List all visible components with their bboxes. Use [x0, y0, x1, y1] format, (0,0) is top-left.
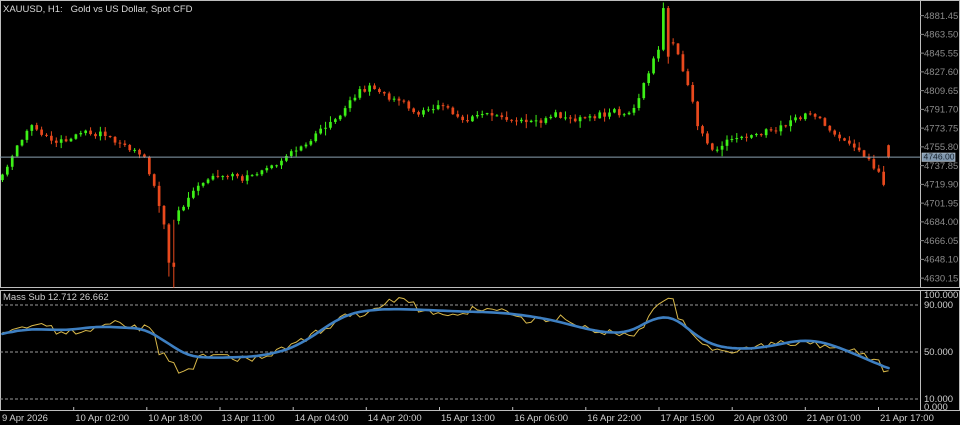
- svg-text:4791.70: 4791.70: [924, 105, 958, 116]
- svg-text:4881.45: 4881.45: [924, 11, 958, 22]
- svg-text:90.000: 90.000: [924, 300, 953, 311]
- svg-text:4845.55: 4845.55: [924, 48, 958, 59]
- svg-text:4684.00: 4684.00: [924, 217, 958, 228]
- svg-text:4737.85: 4737.85: [924, 161, 958, 172]
- svg-text:0.000: 0.000: [924, 402, 948, 413]
- svg-text:4648.10: 4648.10: [924, 255, 958, 266]
- svg-text:14 Apr 04:00: 14 Apr 04:00: [295, 413, 349, 424]
- svg-text:50.000: 50.000: [924, 347, 953, 358]
- svg-text:13 Apr 11:00: 13 Apr 11:00: [222, 413, 275, 424]
- svg-text:21 Apr 17:00: 21 Apr 17:00: [880, 413, 934, 424]
- svg-text:15 Apr 13:00: 15 Apr 13:00: [441, 413, 495, 424]
- svg-text:17 Apr 15:00: 17 Apr 15:00: [661, 413, 715, 424]
- svg-text:14 Apr 20:00: 14 Apr 20:00: [368, 413, 422, 424]
- svg-text:4630.15: 4630.15: [924, 273, 958, 284]
- svg-text:4809.65: 4809.65: [924, 86, 958, 97]
- svg-text:Mass Sub 12.712 26.662: Mass Sub 12.712 26.662: [3, 292, 109, 303]
- svg-text:16 Apr 22:00: 16 Apr 22:00: [587, 413, 641, 424]
- svg-text:9 Apr 2026: 9 Apr 2026: [2, 413, 48, 424]
- svg-text:21 Apr 01:00: 21 Apr 01:00: [807, 413, 861, 424]
- svg-text:16 Apr 06:00: 16 Apr 06:00: [514, 413, 568, 424]
- svg-text:4863.50: 4863.50: [924, 30, 958, 41]
- svg-text:XAUUSD, H1: Gold vs US Dolla: XAUUSD, H1: Gold vs US Dollar, Spot CFD: [3, 4, 193, 15]
- svg-text:4773.75: 4773.75: [924, 123, 958, 134]
- svg-text:10 Apr 18:00: 10 Apr 18:00: [148, 413, 202, 424]
- svg-text:10 Apr 02:00: 10 Apr 02:00: [75, 413, 129, 424]
- svg-text:4746.00: 4746.00: [924, 152, 955, 162]
- svg-text:4719.90: 4719.90: [924, 180, 958, 191]
- svg-text:20 Apr 03:00: 20 Apr 03:00: [734, 413, 788, 424]
- svg-text:4827.60: 4827.60: [924, 67, 958, 78]
- svg-text:4701.95: 4701.95: [924, 198, 958, 209]
- svg-text:4666.05: 4666.05: [924, 236, 958, 247]
